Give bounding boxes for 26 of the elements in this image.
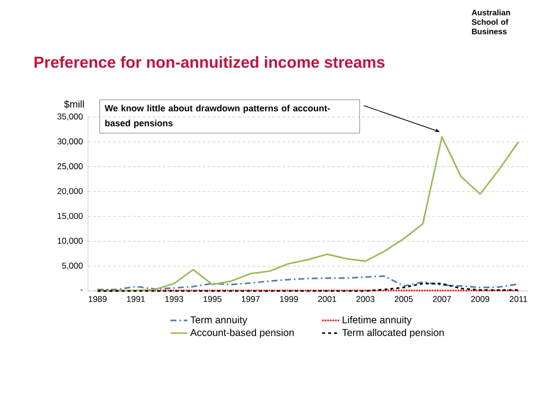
y-tick-label: 10,000 <box>58 238 83 245</box>
y-tick-label: 15,000 <box>58 212 83 220</box>
annotation: We know little about drawdown patterns of account-based pensions <box>104 104 330 128</box>
legend-label: Account-based pension <box>190 328 294 338</box>
y-tick-label: 35,000 <box>57 114 83 120</box>
x-tick-label: 2003 <box>356 296 374 302</box>
legend-label: Lifetime annuity <box>342 316 412 326</box>
y-tick-label: 5,000 <box>62 262 83 270</box>
y-tick-label: 25,000 <box>58 163 83 170</box>
x-tick-label: 2011 <box>510 296 528 302</box>
x-tick-label: 1989 <box>88 296 107 302</box>
x-tick-label: 1993 <box>165 296 184 302</box>
y-tick-label: 30,000 <box>57 138 83 146</box>
x-tick-label: 2007 <box>432 296 451 302</box>
x-tick-label: 1995 <box>204 296 222 302</box>
x-tick-label: 1991 <box>127 296 145 302</box>
x-tick-label: 2001 <box>318 296 336 302</box>
x-tick-label: 1997 <box>242 296 260 302</box>
legend-label: Term allocated pension <box>342 328 444 338</box>
x-tick-label: 2005 <box>394 296 413 302</box>
x-tick-label: 2009 <box>471 296 490 302</box>
x-tick-label: 1999 <box>280 296 298 302</box>
y-tick-label: 20,000 <box>58 188 83 196</box>
chart-title: Preference for non-annuitized income streams <box>34 56 384 68</box>
y-axis-title: $mill <box>64 100 84 108</box>
legend-label: Term annuity <box>190 316 248 326</box>
